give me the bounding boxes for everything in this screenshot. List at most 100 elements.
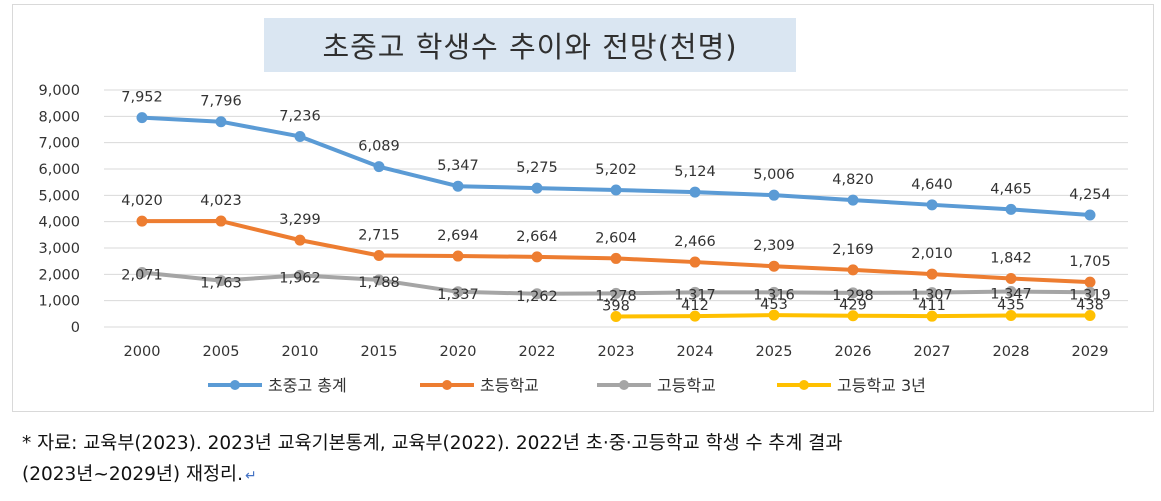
data-label: 2,010 [911, 246, 953, 262]
data-point [689, 256, 701, 268]
data-label: 7,236 [279, 108, 321, 124]
data-label: 411 [918, 298, 946, 314]
data-label: 1,763 [200, 276, 242, 292]
x-tick-label: 2015 [361, 344, 398, 360]
data-point [531, 182, 543, 194]
data-label: 1,316 [753, 287, 795, 303]
data-point [136, 215, 148, 227]
y-tick-label: 4,000 [38, 215, 80, 231]
y-tick-label: 0 [71, 320, 80, 336]
data-point [294, 130, 306, 142]
data-label: 435 [997, 298, 1025, 314]
data-point [926, 287, 938, 299]
x-tick-label: 2005 [203, 344, 240, 360]
data-label: 5,124 [674, 164, 716, 180]
data-label: 1,705 [1069, 254, 1111, 270]
data-point [136, 266, 148, 278]
data-label: 4,465 [990, 181, 1032, 197]
data-point [1005, 203, 1017, 215]
data-point [768, 189, 780, 201]
data-label: 398 [602, 299, 630, 315]
x-tick-label: 2023 [598, 344, 635, 360]
data-point [373, 161, 385, 173]
data-label: 3,299 [279, 212, 321, 228]
data-point [531, 288, 543, 300]
y-tick-label: 2,000 [38, 267, 80, 283]
source-note-line-1: * 자료: 교육부(2023). 2023년 교육기본통계, 교육부(2022)… [22, 433, 843, 454]
data-label: 438 [1076, 297, 1104, 313]
data-point [215, 116, 227, 128]
data-point [768, 309, 780, 321]
data-label: 2,715 [358, 228, 400, 244]
data-point [689, 310, 701, 322]
data-point [1084, 309, 1096, 321]
data-label: 1,319 [1069, 287, 1111, 303]
data-point [531, 251, 543, 263]
data-label: 7,796 [200, 94, 242, 110]
line-chart: 0 1,000 2,000 3,000 4,000 5,000 6,000 7,000 8,00… [38, 83, 1128, 395]
data-point [452, 286, 464, 298]
data-point [926, 310, 938, 322]
data-label: 5,347 [437, 158, 479, 174]
data-point [1084, 286, 1096, 298]
data-label: 1,262 [516, 289, 558, 305]
data-label: 1,317 [674, 287, 716, 303]
data-label: 5,202 [595, 162, 637, 178]
return-mark: ↵ [244, 468, 257, 484]
data-label: 1,307 [911, 288, 953, 304]
data-label: 429 [839, 298, 867, 314]
legend: 초중고 총계 초등학교 고등학교 고등학교 3년 [208, 376, 926, 395]
y-tick-label: 5,000 [38, 188, 80, 204]
data-label: 4,020 [121, 193, 163, 209]
data-label: 4,820 [832, 172, 874, 188]
data-label: 1,788 [358, 275, 400, 291]
data-point [610, 311, 622, 323]
y-tick-label: 3,000 [38, 241, 80, 257]
data-label: 5,275 [516, 160, 558, 176]
data-label: 6,089 [358, 139, 400, 155]
data-label: 412 [681, 298, 709, 314]
data-point [847, 310, 859, 322]
data-label: 4,023 [200, 193, 242, 209]
data-label: 2,309 [753, 238, 795, 254]
data-point [294, 234, 306, 246]
series-layer [136, 112, 1096, 323]
legend-label: 초등학교 [480, 376, 539, 395]
x-tick-label: 2024 [677, 344, 714, 360]
data-point [136, 112, 148, 124]
chart-title-box: 초중고 학생수 추이와 전망(천명) [264, 18, 796, 72]
x-axis: 2000 2005 2010 2015 2020 2022 2023 2024 2025 2026… [124, 344, 1109, 360]
data-label: 2,169 [832, 242, 874, 258]
legend-label: 고등학교 3년 [837, 376, 926, 395]
data-point [689, 286, 701, 298]
data-point [373, 274, 385, 286]
legend-marker [799, 380, 809, 390]
data-point [610, 287, 622, 299]
data-point [610, 184, 622, 196]
data-label: 1,347 [990, 287, 1032, 303]
chart-title: 초중고 학생수 추이와 전망(천명) [322, 30, 738, 64]
data-point [215, 215, 227, 227]
data-point [926, 199, 938, 211]
source-note: * 자료: 교육부(2023). 2023년 교육기본통계, 교육부(2022)… [22, 428, 1150, 492]
data-point [1005, 286, 1017, 298]
data-point [689, 186, 701, 198]
y-axis: 0 1,000 2,000 3,000 4,000 5,000 6,000 7,000 8,00… [38, 83, 80, 336]
data-point [847, 264, 859, 276]
data-point [452, 180, 464, 192]
data-label: 7,952 [121, 90, 163, 106]
gridlines [104, 89, 1128, 328]
legend-label: 고등학교 [657, 376, 716, 395]
data-label: 2,604 [595, 230, 637, 246]
legend-marker [230, 380, 240, 390]
data-label: 2,694 [437, 228, 479, 244]
data-point [1005, 310, 1017, 322]
y-tick-label: 7,000 [38, 136, 80, 152]
data-label: 5,006 [753, 167, 795, 183]
data-labels: 7,952 7,796 7,236 6,089 5,347 5,275 5,202 5,124… [121, 90, 1111, 315]
data-point [1005, 272, 1017, 284]
data-label: 4,254 [1069, 187, 1111, 203]
data-point [610, 252, 622, 264]
data-label: 453 [760, 297, 788, 313]
data-point [926, 268, 938, 280]
